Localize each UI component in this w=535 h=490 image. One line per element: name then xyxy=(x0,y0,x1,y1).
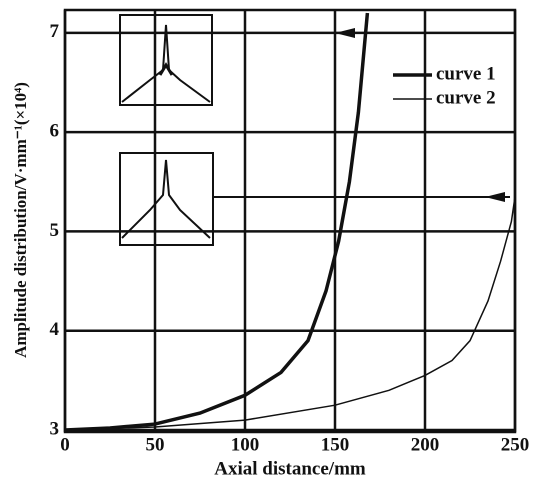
x-axis-label: Axial distance/mm xyxy=(214,458,366,479)
x-tick-label: 200 xyxy=(411,434,440,455)
legend-label: curve 2 xyxy=(436,87,496,108)
inset-waveform-2 xyxy=(119,152,214,246)
y-tick-label: 7 xyxy=(50,21,60,42)
line xyxy=(64,12,370,432)
y-axis-label: Amplitude distribution/V·mm⁻¹(×10⁴) xyxy=(11,82,30,358)
x-tick-label: 250 xyxy=(501,434,530,455)
x-tick-label: 50 xyxy=(146,434,165,455)
inset-waveform-1 xyxy=(119,14,213,106)
x-tick-label: 150 xyxy=(321,434,350,455)
y-tick-label: 4 xyxy=(50,319,60,340)
legend-label: curve 1 xyxy=(436,63,496,84)
y-tick-label: 5 xyxy=(50,220,60,241)
x-tick-label: 100 xyxy=(231,434,260,455)
line xyxy=(64,196,516,431)
y-tick-label: 3 xyxy=(50,418,60,439)
x-tick-label: 0 xyxy=(60,434,70,455)
arrow-2 xyxy=(213,192,510,202)
y-tick-label: 6 xyxy=(50,120,60,141)
